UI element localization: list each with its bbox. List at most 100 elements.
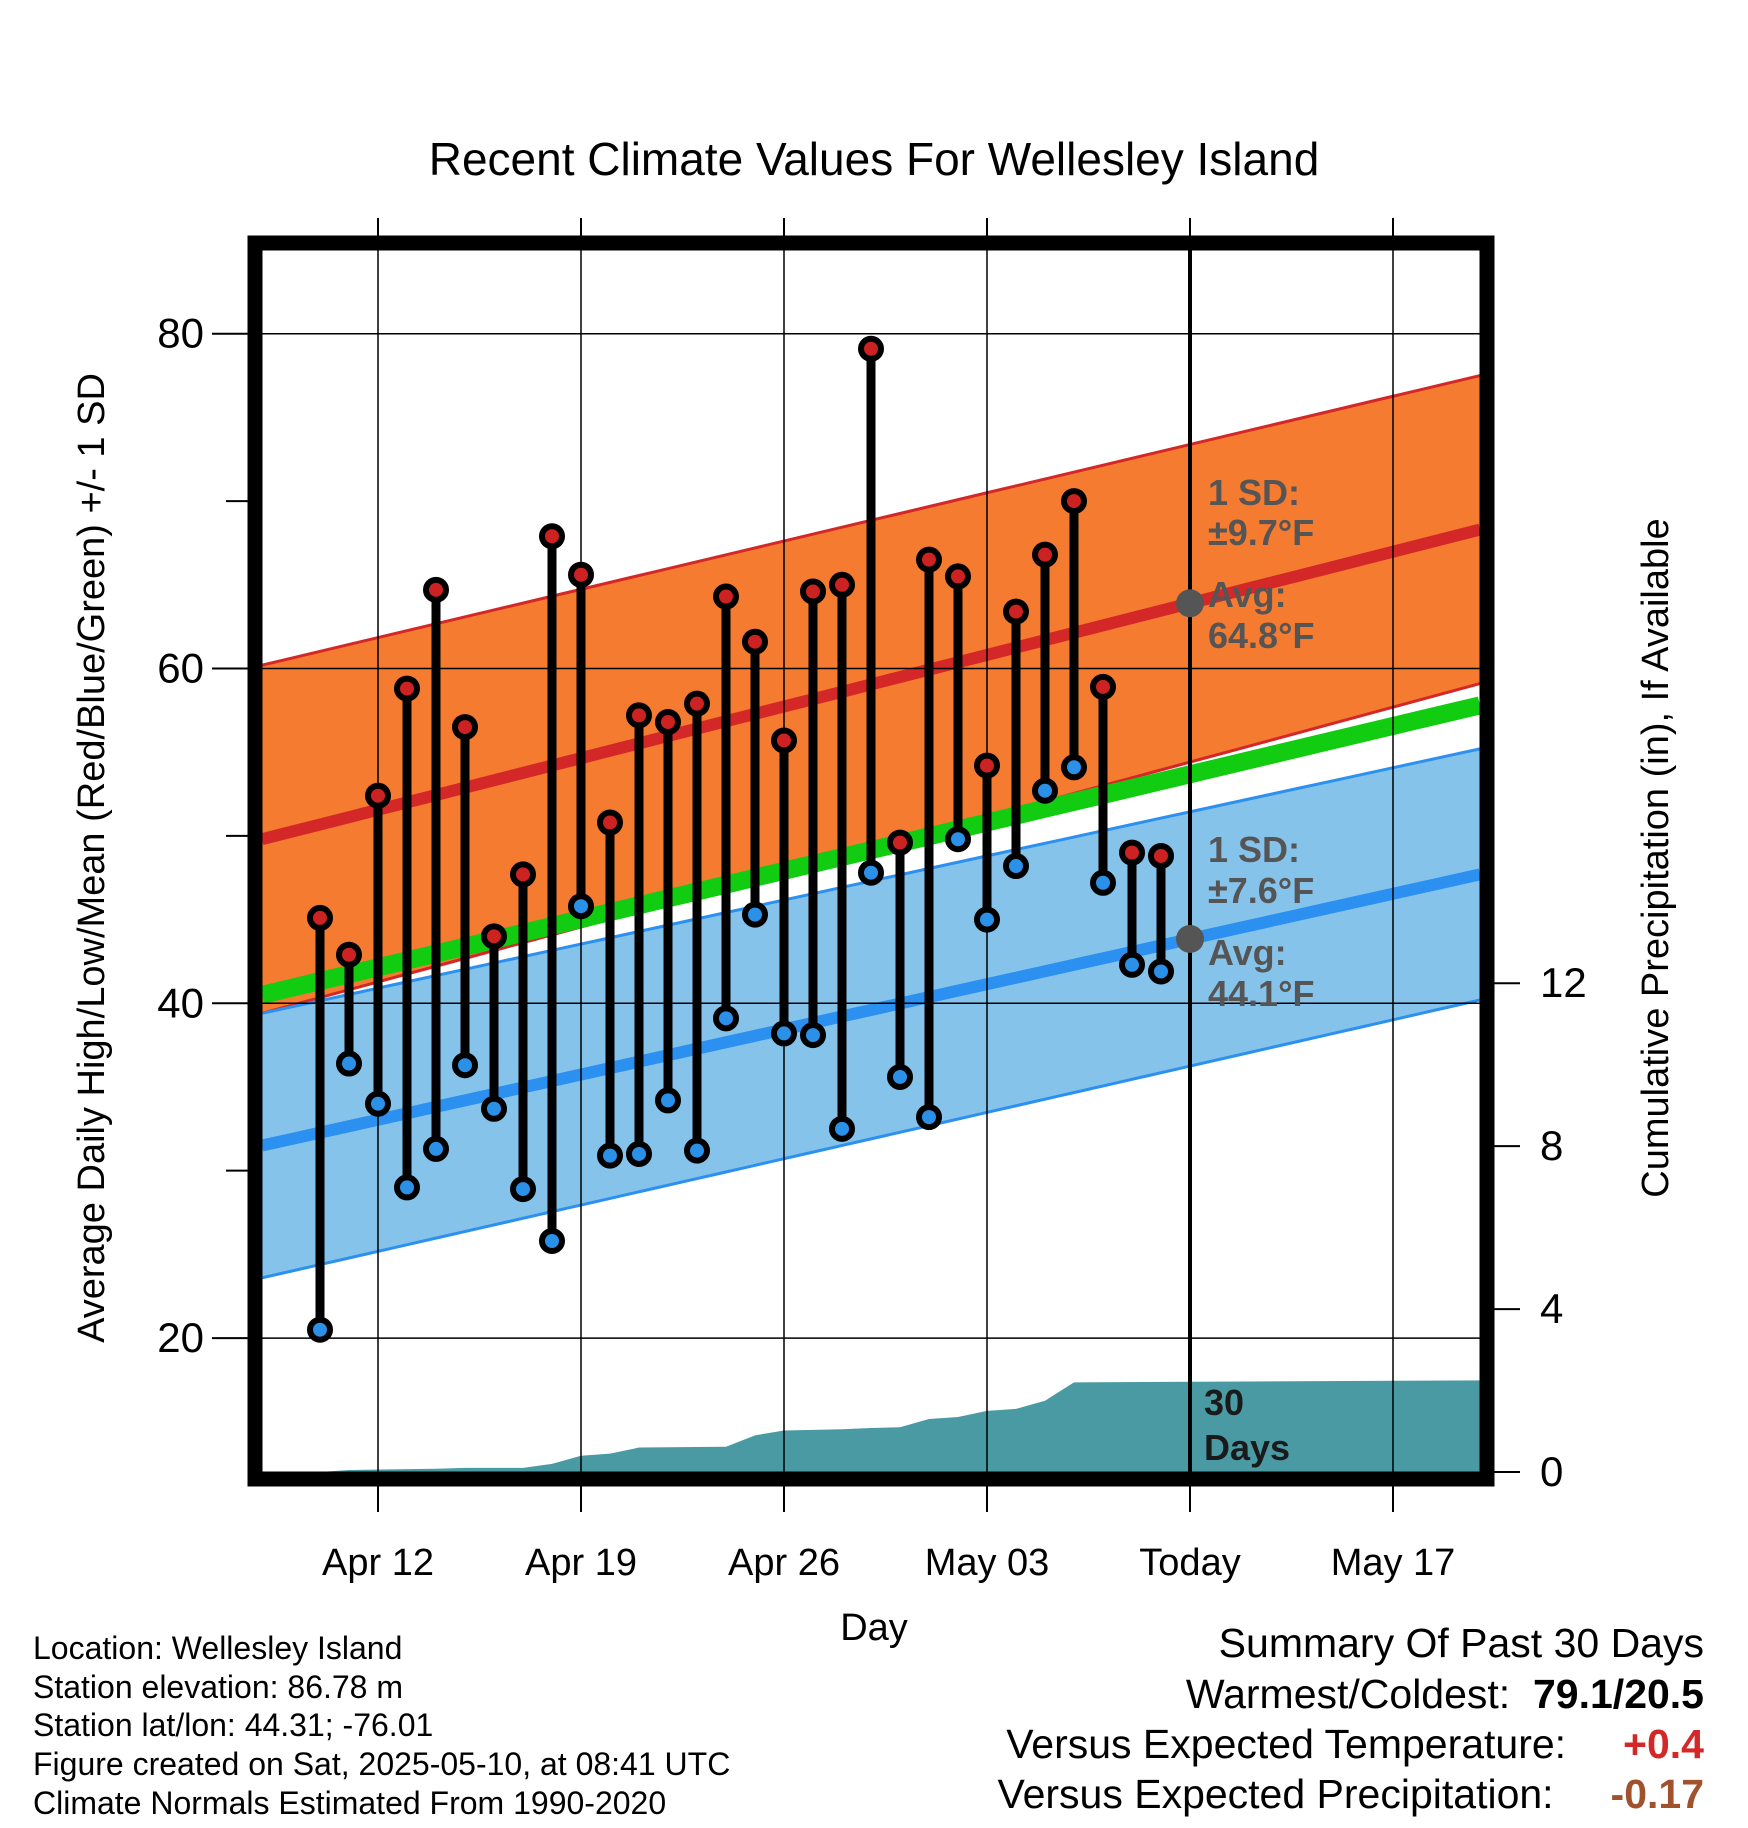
temperature-label: Versus Expected Temperature: [1006,1721,1567,1767]
high-point [394,675,420,702]
y2-axis-label: Cumulative Precipitation (in), If Availa… [1635,518,1677,1197]
low-point [1003,853,1029,880]
temperature-value: +0.4 [1623,1721,1704,1767]
low-point [394,1174,420,1201]
high-point [858,335,884,362]
high-point [1032,541,1058,568]
low-normal-line [262,868,1480,1152]
high-point [1061,488,1087,515]
high-point [800,578,826,605]
summary-warmest-coldest: Warmest/Coldest: 79.1/20.5 [1186,1671,1704,1718]
x-axis-label: Day [840,1607,908,1649]
low-point [1032,777,1058,804]
low-point [365,1090,391,1117]
high-point [887,829,913,856]
x-tick-label: May 03 [925,1542,1050,1584]
latlon-text: Station lat/lon: 44.31; -76.01 [33,1707,434,1743]
high-point [713,583,739,610]
low-point [713,1005,739,1032]
days-label: Days [1204,1427,1290,1468]
x-tick-label: Today [1139,1542,1240,1584]
x-tick-label: Apr 12 [322,1542,434,1584]
high-today-marker [1176,589,1204,618]
high-point [945,563,971,590]
y2-tick-label: 0 [1540,1448,1563,1495]
high-sd-value: ±9.7°F [1208,512,1314,553]
low-band-lower-edge [262,998,1480,1280]
y2-tick-label: 8 [1540,1122,1563,1169]
high-point [1148,842,1174,869]
low-sd-value: ±7.6°F [1208,870,1314,911]
warmest-coldest-label: Warmest/Coldest: [1185,1671,1511,1717]
low-point [945,826,971,853]
low-point [481,1095,507,1122]
low-point [829,1115,855,1142]
y2-tick-label: 12 [1540,959,1587,1006]
low-point [307,1316,333,1343]
high-point [771,727,797,754]
low-point [858,859,884,886]
summary-title: Summary Of Past 30 Days [1218,1620,1704,1666]
low-avg-value: 44.1°F [1208,973,1314,1014]
low-point [655,1087,681,1114]
y-tick-label: 20 [157,1314,204,1361]
low-point [771,1020,797,1047]
low-point [916,1104,942,1131]
low-point [1090,869,1116,896]
low-point [887,1063,913,1090]
high-point [1119,839,1145,866]
high-point [974,752,1000,779]
low-point [1148,958,1174,985]
high-point [423,576,449,603]
low-point [510,1176,536,1203]
y-axis-label: Average Daily High/Low/Mean (Red/Blue/Gr… [71,373,113,1343]
high-point [510,861,536,888]
low-point [597,1142,623,1169]
low-today-marker [1176,924,1204,953]
plot-border [247,235,1495,1487]
days-count: 30 [1204,1382,1244,1423]
high-point [916,546,942,573]
low-point [974,906,1000,933]
y-tick-label: 40 [157,979,204,1026]
plot-frame [247,235,1495,1487]
x-tick-label: Apr 19 [525,1542,637,1584]
elevation-text: Station elevation: 86.78 m [33,1669,404,1705]
summary-precipitation: Versus Expected Precipitation: -0.17 [997,1771,1704,1818]
low-point [539,1227,565,1254]
daily-temperature-marks [307,335,1174,1343]
chart-title: Recent Climate Values For Wellesley Isla… [429,133,1320,185]
high-point [539,523,565,550]
high-point [336,941,362,968]
high-point [481,923,507,950]
low-point [1061,754,1087,781]
precipitation-area [262,1380,1480,1472]
low-point [452,1052,478,1079]
high-point [742,628,768,655]
created-text: Figure created on Sat, 2025-05-10, at 08… [33,1746,731,1782]
low-point [568,893,594,920]
low-point [684,1137,710,1164]
summary-temperature: Versus Expected Temperature: +0.4 [1006,1721,1704,1768]
high-point [626,702,652,729]
precipitation-fill [262,1380,1480,1472]
precipitation-value: -0.17 [1610,1771,1704,1817]
low-point [742,901,768,928]
high-point [1003,598,1029,625]
location-text: Location: Wellesley Island [33,1630,403,1666]
high-avg-value: 64.8°F [1208,615,1314,656]
precipitation-label: Versus Expected Precipitation: [997,1771,1554,1817]
low-point [800,1022,826,1049]
axes: 20 40 60 80 0 4 8 12 Apr 12 Apr 19 Apr 26 May 03 Tod… [157,218,1587,1584]
high-point [829,571,855,598]
high-point [655,709,681,736]
x-tick-label: Apr 26 [728,1542,840,1584]
high-point [568,561,594,588]
low-point [626,1140,652,1167]
high-point [307,904,333,931]
x-tick-label: May 17 [1331,1542,1456,1584]
high-point [452,714,478,741]
warmest-coldest-value: 79.1/20.5 [1533,1671,1704,1717]
